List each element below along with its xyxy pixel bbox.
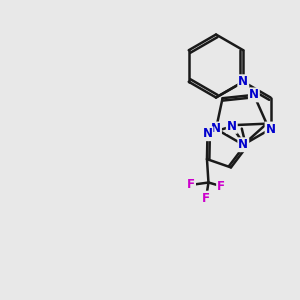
Text: N: N: [238, 138, 248, 151]
Text: N: N: [202, 127, 212, 140]
Text: N: N: [238, 75, 248, 88]
Text: F: F: [202, 192, 210, 205]
Text: N: N: [227, 120, 237, 133]
Text: N: N: [266, 122, 276, 136]
Text: N: N: [249, 88, 259, 101]
Text: N: N: [211, 122, 221, 136]
Text: F: F: [217, 180, 225, 193]
Text: F: F: [187, 178, 195, 191]
